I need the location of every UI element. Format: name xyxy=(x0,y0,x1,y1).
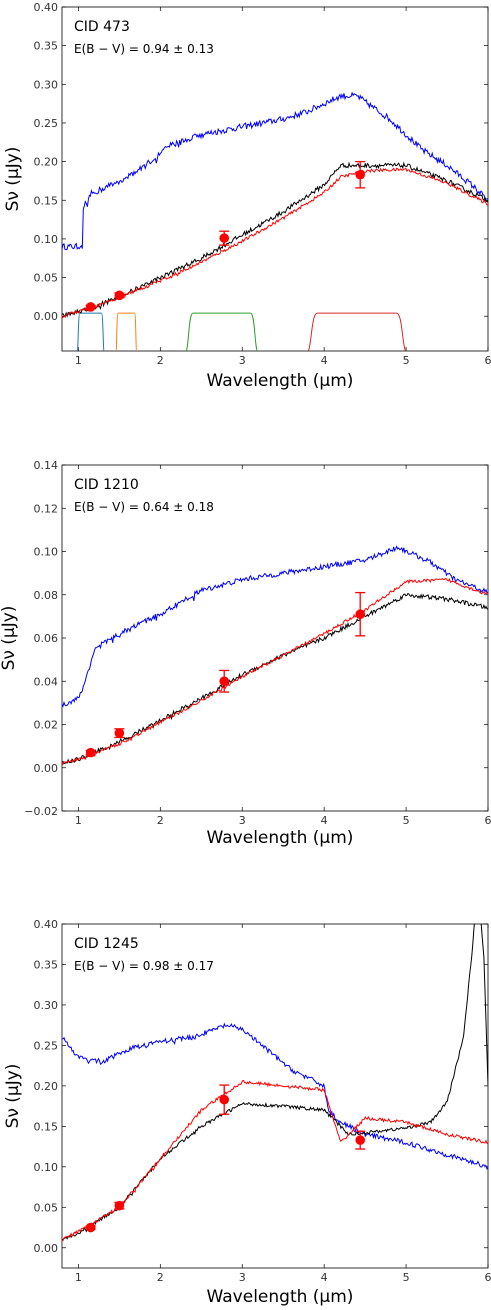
filter-curve xyxy=(307,312,407,351)
photometry-point xyxy=(114,290,125,301)
y-tick-label: 0.30 xyxy=(34,78,59,91)
extinction-annotation: E(B − V) = 0.94 ± 0.13 xyxy=(74,42,214,56)
y-tick-label: 0.25 xyxy=(34,117,59,130)
photometry-point xyxy=(355,609,366,620)
photometry-point xyxy=(219,676,230,687)
filter-curve xyxy=(185,312,258,351)
panel-3: 0.00 0.05 0.10 0.15 0.20 0.25 0.30 0.35 0.40 1 2 3 4… xyxy=(3,918,491,1307)
x-tick-label: 4 xyxy=(321,354,328,367)
y-tick-label: 0.35 xyxy=(34,40,59,53)
y-tick-label: 0.40 xyxy=(34,1,59,14)
photometry-point xyxy=(219,1094,230,1105)
spectrum-line-1 xyxy=(62,545,488,708)
extinction-annotation: E(B − V) = 0.98 ± 0.17 xyxy=(74,959,214,973)
panel-title: CID 1210 xyxy=(74,477,139,493)
y-tick-label: 0.12 xyxy=(34,502,59,515)
x-tick-label: 1 xyxy=(75,814,82,827)
spectrum-line-2 xyxy=(62,161,488,319)
y-tick-label: 0.15 xyxy=(34,1120,59,1133)
photometry-point xyxy=(114,1200,125,1211)
x-tick-label: 2 xyxy=(157,1271,164,1284)
axes-frame xyxy=(61,464,489,812)
x-tick-label: 6 xyxy=(485,814,491,827)
x-tick-label: 2 xyxy=(157,354,164,367)
photometry-point xyxy=(85,747,96,758)
y-tick-label: 0.06 xyxy=(34,632,59,645)
y-tick-label: 0.10 xyxy=(34,1161,59,1174)
x-tick-label: 2 xyxy=(157,814,164,827)
x-axis-label: Wavelength (μm) xyxy=(207,828,354,848)
filter-curve xyxy=(76,312,105,351)
x-tick-label: 1 xyxy=(75,1271,82,1284)
x-tick-label: 3 xyxy=(239,1271,246,1284)
x-tick-label: 6 xyxy=(485,354,491,367)
spectrum-line-1 xyxy=(62,91,488,251)
y-tick-label: 0.08 xyxy=(34,589,59,602)
x-tick-label: 6 xyxy=(485,1271,491,1284)
x-tick-label: 3 xyxy=(239,814,246,827)
spectrum-line-3 xyxy=(62,1079,488,1242)
y-tick-label: 0.14 xyxy=(34,459,59,472)
x-tick-label: 5 xyxy=(403,354,410,367)
y-tick-label: 0.10 xyxy=(34,546,59,559)
y-tick-label: 0.02 xyxy=(34,719,59,732)
panel-title: CID 473 xyxy=(74,19,130,35)
x-tick-label: 1 xyxy=(75,354,82,367)
y-tick-label: 0.25 xyxy=(34,1039,59,1052)
filter-curve xyxy=(115,312,137,351)
y-tick-label: 0.00 xyxy=(34,762,59,775)
y-tick-label: 0.40 xyxy=(34,918,59,931)
y-tick-label: −0.02 xyxy=(24,805,58,818)
y-axis-label: Sν (μJy) xyxy=(3,147,23,212)
photometry-point xyxy=(355,1135,366,1145)
y-tick-label: 0.05 xyxy=(34,1201,59,1214)
spectrum-line-1 xyxy=(62,1022,488,1171)
y-tick-label: 0.00 xyxy=(34,310,59,323)
photometry-point xyxy=(219,233,230,243)
spectrum-line-2 xyxy=(62,924,488,1241)
y-tick-label: 0.20 xyxy=(34,1080,59,1093)
x-axis-label: Wavelength (μm) xyxy=(207,371,354,391)
y-tick-label: 0.10 xyxy=(34,233,59,246)
y-tick-label: 0.20 xyxy=(34,156,59,169)
x-tick-label: 5 xyxy=(403,1271,410,1284)
plot-area xyxy=(62,545,488,766)
photometry-point xyxy=(85,1222,96,1233)
x-tick-label: 5 xyxy=(403,814,410,827)
y-tick-label: 0.30 xyxy=(34,999,59,1012)
spectrum-line-3 xyxy=(62,577,488,766)
panel-2: −0.02 0.00 0.02 0.04 0.06 0.08 0.10 0.12 0.14 1 2 3… xyxy=(0,459,491,848)
y-axis-label: Sν (μJy) xyxy=(0,606,19,671)
y-tick-label: 0.04 xyxy=(34,675,59,688)
panel-1: 0.00 0.05 0.10 0.15 0.20 0.25 0.30 0.35 0.40 1 2 3 4… xyxy=(3,1,491,391)
x-tick-label: 4 xyxy=(321,1271,328,1284)
spectrum-line-2 xyxy=(62,592,488,764)
x-tick-label: 3 xyxy=(239,354,246,367)
y-axis-label: Sν (μJy) xyxy=(3,1064,23,1129)
panel-title: CID 1245 xyxy=(74,936,139,952)
y-tick-label: 0.15 xyxy=(34,194,59,207)
photometry-point xyxy=(85,302,96,312)
axes-frame xyxy=(61,6,489,352)
axes-frame xyxy=(61,923,489,1269)
plot-area xyxy=(62,924,488,1242)
x-tick-label: 4 xyxy=(321,814,328,827)
x-axis-label: Wavelength (μm) xyxy=(207,1287,354,1307)
photometry-point xyxy=(114,728,125,738)
y-tick-label: 0.05 xyxy=(34,272,59,285)
photometry-point xyxy=(355,169,366,180)
plot-area xyxy=(62,91,488,351)
y-tick-label: 0.00 xyxy=(34,1242,59,1255)
extinction-annotation: E(B − V) = 0.64 ± 0.18 xyxy=(74,500,214,514)
spectrum-line-3 xyxy=(62,167,488,319)
y-tick-label: 0.35 xyxy=(34,958,59,971)
